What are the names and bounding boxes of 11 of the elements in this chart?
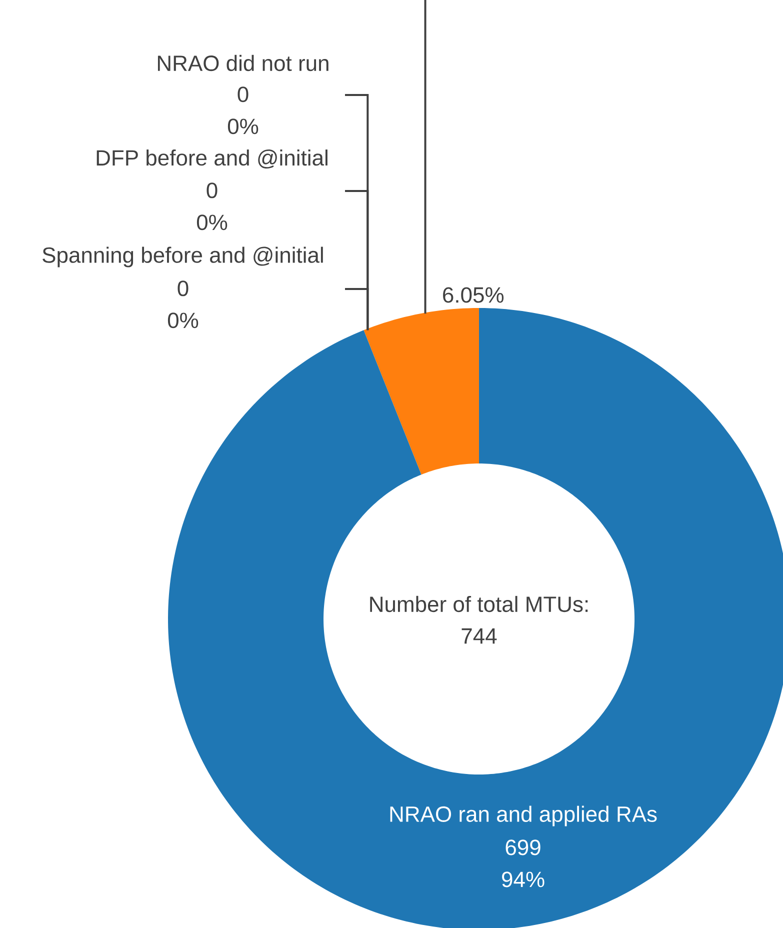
text: 0 0% bbox=[228, 86, 258, 134]
category-label: DFP before and @initial bbox=[96, 150, 328, 168]
slice-label: NRAO ran and applied RAs bbox=[390, 806, 657, 826]
data-label: 699 94% bbox=[502, 840, 544, 888]
text: 744 bbox=[462, 628, 497, 644]
text: 0 0% bbox=[168, 280, 198, 328]
text: 0 0% bbox=[196, 182, 228, 230]
text: Number of total MTUs: bbox=[370, 596, 588, 612]
data-label: 6.05% bbox=[443, 287, 504, 303]
category-label: NRAO did not run bbox=[158, 54, 328, 72]
category-label: Spanning before and @initial bbox=[42, 246, 323, 268]
